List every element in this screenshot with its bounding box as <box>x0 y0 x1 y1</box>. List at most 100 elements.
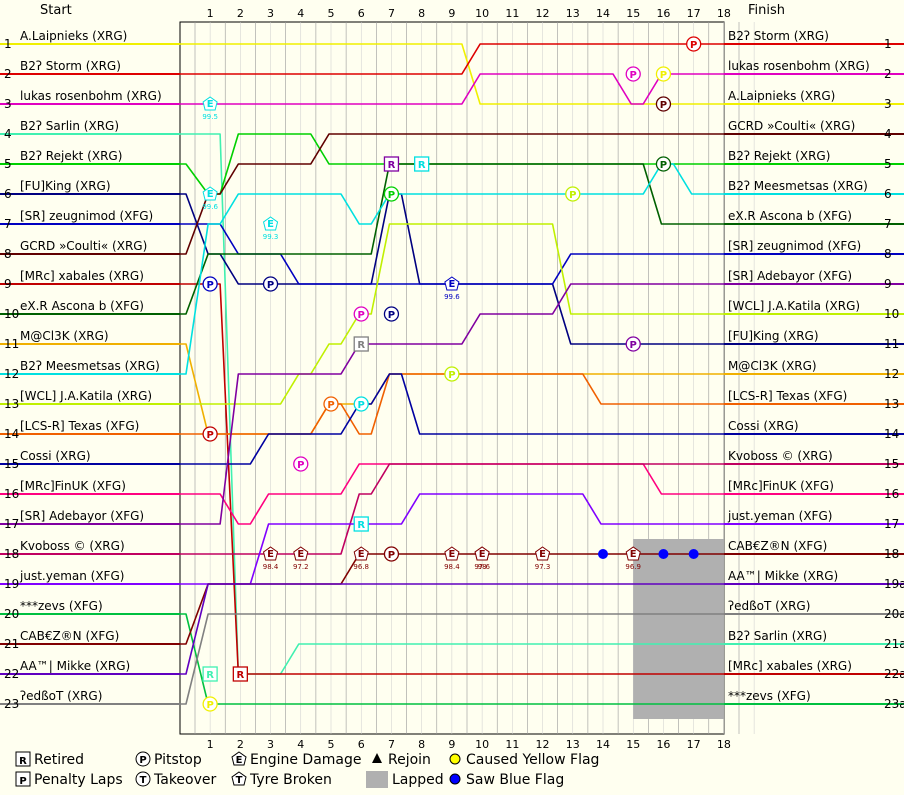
pitstop-marker <box>655 96 672 112</box>
engine-damage-marker <box>262 546 279 561</box>
start-driver-label: [LCS-R] Texas (XFG) <box>20 419 139 433</box>
finish-position-number: 10 <box>884 307 899 321</box>
finish-position-number: 8 <box>884 247 892 261</box>
start-position-number: 2 <box>4 67 12 81</box>
legend-symbol <box>449 773 461 785</box>
engine-damage-value: 99.5 <box>202 113 218 121</box>
finish-driver-label: CAB€Z®N (XFG) <box>728 539 827 553</box>
lap-label-top: 12 <box>536 7 550 20</box>
start-position-number: 17 <box>4 517 19 531</box>
engine-damage-letter: E <box>207 189 214 200</box>
legend-symbol-letter: E <box>236 755 243 766</box>
start-position-number: 6 <box>4 187 12 201</box>
pitstop-marker <box>262 276 279 292</box>
lap-label-bottom: 2 <box>237 738 244 751</box>
engine-damage-value: 98 <box>478 563 487 571</box>
engine-damage-letter: E <box>207 99 214 110</box>
lap-label-bottom: 8 <box>418 738 425 751</box>
lap-label-bottom: 15 <box>626 738 640 751</box>
pitstop-marker <box>353 396 369 412</box>
start-driver-label: lukas rosenbohm (XRG) <box>20 89 162 103</box>
engine-damage-marker <box>293 546 309 561</box>
lap-label-top: 5 <box>328 7 335 20</box>
finish-position-number: 7 <box>884 217 892 231</box>
finish-position-number: 5 <box>884 157 892 171</box>
legend-label: Lapped <box>392 772 444 788</box>
legend-symbol-letter: P <box>139 755 146 766</box>
legend-label: Rejoin <box>388 752 431 768</box>
start-position-number: 23 <box>4 697 19 711</box>
pitstop-marker-letter: P <box>660 70 667 81</box>
pitstop-marker-letter: P <box>630 70 637 81</box>
lap-label-top: 13 <box>566 7 580 20</box>
engine-damage-value: 98.4 <box>444 563 460 571</box>
driver-line <box>180 283 729 525</box>
engine-damage-value: 97.6 <box>474 563 490 571</box>
engine-damage-marker <box>474 546 490 561</box>
legend-symbol <box>15 771 31 787</box>
legend-symbol-letter: R <box>19 756 27 767</box>
driver-line <box>180 73 729 105</box>
start-position-number: 9 <box>4 277 12 291</box>
pitstop-marker <box>202 696 218 712</box>
engine-damage-marker <box>353 546 369 561</box>
engine-damage-letter: E <box>630 549 637 560</box>
start-driver-label: B2ʔ Sarlin (XRG) <box>20 119 119 133</box>
lap-label-bottom: 7 <box>388 738 395 751</box>
lap-label-top: 10 <box>475 7 489 20</box>
finish-driver-label: B2ʔ Meesmetsas (XRG) <box>728 179 868 193</box>
legend-label: Retired <box>34 752 84 768</box>
driver-line <box>180 163 729 315</box>
engine-damage-value: 99.6 <box>444 293 460 301</box>
legend-symbol <box>366 771 388 788</box>
start-driver-label: [SR] zeugnimod (XFG) <box>20 209 153 223</box>
finish-driver-label: [SR] zeugnimod (XFG) <box>728 239 861 253</box>
engine-damage-marker <box>444 276 460 291</box>
finish-driver-label: [WCL] J.A.Katila (XRG) <box>728 299 860 313</box>
lap-label-top: 6 <box>358 7 365 20</box>
engine-damage-letter: E <box>297 549 304 560</box>
legend: R Retired P Penalty Laps P Pitstop T Takeover E E… <box>15 751 599 788</box>
lap-label-bottom: 10 <box>475 738 489 751</box>
lap-grid <box>179 21 755 735</box>
pitstop-marker <box>565 186 581 202</box>
lap-label-top: 18 <box>717 7 731 20</box>
engine-damage-value: 97.2 <box>293 563 309 571</box>
finish-driver-label: AA™| Mikke (XRG) <box>728 569 838 583</box>
start-driver-label: [WCL] J.A.Katila (XRG) <box>20 389 152 403</box>
driver-line <box>180 583 729 675</box>
start-position-number: 12 <box>4 367 19 381</box>
pitstop-marker-letter: P <box>630 340 637 351</box>
legend-symbol <box>231 751 247 766</box>
legend-label: Pitstop <box>154 752 202 768</box>
lap-label-top: 16 <box>656 7 670 20</box>
pitstop-marker-letter: P <box>267 280 274 291</box>
start-position-number: 8 <box>4 247 12 261</box>
start-position-number: 21 <box>4 637 19 651</box>
engine-damage-value: 99.6 <box>202 203 218 211</box>
pitstop-marker-letter: P <box>690 40 697 51</box>
legend-symbol-letter: T <box>236 775 243 786</box>
legend-symbol-letter: P <box>19 776 26 787</box>
engine-damage-marker <box>262 216 279 231</box>
finish-driver-label: GCRD »Coulti« (XRG) <box>728 119 855 133</box>
retired-marker-letter: R <box>206 670 214 681</box>
pitstop-marker-letter: P <box>660 160 667 171</box>
lap-label-bottom: 11 <box>505 738 519 751</box>
start-driver-label: [MRc] xabales (XRG) <box>20 269 144 283</box>
legend-symbol <box>135 751 151 767</box>
finish-driver-label: [LCS-R] Texas (XFG) <box>728 389 847 403</box>
retired-marker-letter: R <box>357 520 365 531</box>
start-heading: Start <box>40 3 72 18</box>
engine-damage-letter: E <box>479 549 486 560</box>
legend-symbol <box>372 753 382 763</box>
lap-label-top: 2 <box>237 7 244 20</box>
pitstop-marker-letter: P <box>358 310 365 321</box>
axis-labels: 1122334455667788991010111112121313141415… <box>4 7 904 751</box>
start-position-number: 5 <box>4 157 12 171</box>
engine-damage-value: 98.4 <box>263 563 279 571</box>
start-driver-label: B2ʔ Storm (XRG) <box>20 59 121 73</box>
finish-position-number: 6 <box>884 187 892 201</box>
lap-label-bottom: 17 <box>687 738 701 751</box>
